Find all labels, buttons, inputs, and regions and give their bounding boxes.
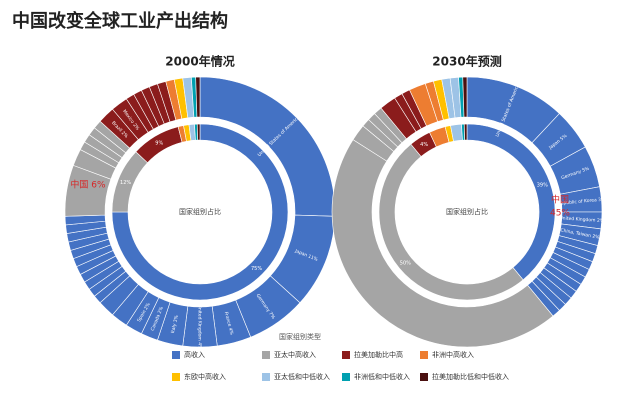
outer-label: United Kingdom 4% bbox=[197, 305, 203, 350]
chart-title: 2030年预测 bbox=[432, 54, 501, 69]
outer-label: Italy 3% bbox=[170, 314, 180, 334]
inner-label: 75% bbox=[251, 266, 262, 272]
chart-title: 2000年情况 bbox=[165, 54, 234, 69]
outer-segment bbox=[331, 139, 554, 348]
center-label: 国家组别占比 bbox=[179, 207, 221, 216]
legend-swatch bbox=[172, 351, 180, 359]
center-label: 国家组别占比 bbox=[446, 207, 488, 216]
outer-segment bbox=[195, 76, 201, 118]
legend-label: 拉美加勒比中高 bbox=[354, 350, 403, 359]
legend-title: 国家组别类型 bbox=[279, 332, 321, 341]
page-title: 中国改变全球工业产出结构 bbox=[12, 10, 228, 32]
annotation: 中国 6% bbox=[70, 179, 106, 191]
legend-swatch bbox=[420, 373, 428, 381]
legend-label: 东欧中高收入 bbox=[184, 372, 226, 381]
inner-segment bbox=[378, 143, 524, 301]
legend-swatch bbox=[262, 351, 270, 359]
outer-label: United Kingdom 2% bbox=[559, 215, 605, 224]
inner-label: 12% bbox=[120, 180, 131, 186]
inner-label: 4% bbox=[420, 142, 428, 148]
outer-label: France 4% bbox=[223, 311, 235, 336]
legend-label: 拉美加勒比低和中低收入 bbox=[432, 372, 509, 381]
legend-swatch bbox=[342, 373, 350, 381]
inner-segment bbox=[463, 123, 468, 141]
legend-swatch bbox=[342, 351, 350, 359]
legend-swatch bbox=[420, 351, 428, 359]
outer-label: Republic of Korea 3% bbox=[557, 196, 606, 207]
legend-label: 高收入 bbox=[184, 350, 205, 359]
outer-segment bbox=[462, 76, 468, 118]
legend-swatch bbox=[262, 373, 270, 381]
annotation: 45% bbox=[550, 209, 570, 219]
legend-label: 非洲中高收入 bbox=[432, 350, 474, 359]
inner-segment bbox=[111, 123, 289, 301]
inner-label: 39% bbox=[537, 182, 548, 188]
annotation: 中国 bbox=[551, 194, 569, 206]
legend-label: 亚太中高收入 bbox=[274, 350, 316, 359]
legend-label: 非洲低和中低收入 bbox=[354, 372, 410, 381]
inner-label: 50% bbox=[400, 260, 411, 266]
inner-label: 9% bbox=[155, 141, 163, 147]
legend-swatch bbox=[172, 373, 180, 381]
legend-label: 亚太低和中低收入 bbox=[274, 372, 330, 381]
inner-segment bbox=[196, 123, 201, 141]
